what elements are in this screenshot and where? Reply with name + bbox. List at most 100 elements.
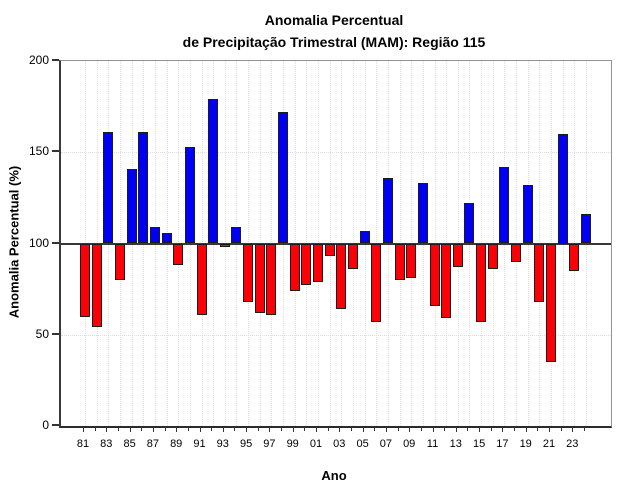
x-tick-label-1999: 99 [286, 438, 299, 450]
x-tick-2022 [560, 427, 562, 431]
x-tick-2005 [362, 427, 364, 432]
y-tick-label-0: 0 [42, 418, 49, 432]
bar-2006 [371, 243, 382, 322]
bar-2024 [580, 214, 591, 244]
y-tick-label-50: 50 [35, 326, 49, 341]
y-tick-label-200: 200 [28, 53, 49, 67]
x-tick-1994 [234, 427, 236, 431]
x-tick-label-2003: 03 [333, 438, 346, 450]
bar-1988 [161, 232, 172, 244]
x-tick-label-2017: 17 [496, 438, 509, 450]
bar-2000 [301, 243, 312, 286]
x-tick-label-1983: 83 [100, 438, 113, 450]
bar-2008 [394, 243, 405, 280]
bar-1994 [231, 227, 242, 244]
bar-1990 [184, 146, 195, 244]
bar-1992 [208, 99, 219, 244]
bar-2016 [487, 243, 498, 270]
bar-2012 [441, 243, 452, 319]
x-tick-2007 [385, 427, 387, 432]
baseline-100-line [61, 242, 611, 245]
chart-title-line2: de Precipitação Trimestral (MAM): Região… [182, 34, 486, 50]
bar-2014 [464, 203, 475, 244]
gridline-horizontal-50 [61, 334, 611, 336]
x-tick-label-2001: 01 [309, 438, 323, 450]
bar-1983 [103, 132, 114, 244]
bar-2017 [499, 166, 510, 244]
bar-2011 [429, 243, 440, 306]
x-tick-2018 [514, 427, 516, 431]
x-tick-2019 [525, 427, 527, 432]
x-tick-2011 [432, 427, 434, 432]
x-tick-1995 [246, 427, 248, 432]
y-tick-200 [52, 59, 59, 61]
x-tick-label-1987: 87 [146, 438, 160, 450]
bar-2019 [522, 185, 533, 244]
x-tick-label-2005: 05 [356, 438, 369, 450]
bar-2022 [557, 134, 568, 244]
x-tick-2021 [549, 427, 550, 432]
x-tick-label-2009: 09 [403, 438, 416, 450]
bar-2020 [534, 243, 545, 302]
x-tick-label-1995: 95 [239, 438, 253, 450]
x-tick-2008 [397, 427, 399, 431]
x-tick-label-2015: 15 [472, 438, 486, 450]
bar-1986 [138, 132, 149, 244]
bar-2003 [336, 243, 347, 310]
bar-2009 [406, 243, 417, 279]
x-tick-1997 [269, 427, 271, 432]
x-tick-label-1985: 85 [123, 438, 136, 450]
plot-area [59, 60, 612, 428]
x-tick-2023 [572, 427, 574, 432]
bar-1999 [289, 243, 300, 291]
bar-2004 [347, 243, 358, 270]
x-tick-1988 [164, 427, 166, 431]
x-tick-2006 [374, 427, 376, 431]
x-tick-1986 [141, 427, 143, 431]
x-tick-2017 [502, 427, 504, 432]
bar-2013 [452, 243, 463, 268]
x-tick-1981 [83, 427, 84, 432]
x-tick-1987 [152, 427, 154, 432]
x-tick-1993 [222, 427, 224, 432]
bar-1993 [219, 243, 230, 248]
x-tick-label-1981: 81 [76, 438, 90, 450]
y-tick-label-150: 150 [28, 144, 49, 159]
x-tick-2012 [444, 427, 446, 431]
x-tick-label-2013: 13 [449, 438, 462, 450]
x-tick-1992 [211, 427, 213, 431]
bar-1989 [173, 243, 184, 266]
x-tick-label-2007: 07 [379, 438, 393, 450]
x-tick-2000 [304, 427, 306, 431]
x-tick-label-1993: 93 [216, 438, 229, 450]
x-tick-2013 [455, 427, 457, 432]
bar-1991 [196, 243, 207, 315]
x-tick-label-2011: 11 [426, 438, 439, 450]
x-tick-2010 [420, 427, 422, 431]
bar-1997 [266, 243, 277, 315]
x-tick-1996 [257, 427, 259, 431]
y-tick-label-100: 100 [28, 235, 49, 250]
x-tick-2020 [537, 427, 539, 431]
y-tick-50 [52, 332, 59, 335]
x-tick-label-2021: 21 [542, 438, 556, 450]
x-tick-label-1997: 97 [263, 438, 276, 450]
x-tick-label-2019: 19 [519, 438, 532, 450]
x-tick-label-1991: 91 [193, 438, 206, 450]
x-tick-1989 [176, 427, 178, 432]
bar-2023 [569, 243, 580, 271]
x-axis-title: Ano [321, 468, 347, 483]
x-tick-1983 [106, 427, 108, 432]
x-tick-2024 [583, 427, 585, 431]
x-tick-1999 [292, 427, 294, 432]
bar-1996 [254, 243, 265, 313]
x-tick-2015 [479, 427, 481, 432]
x-tick-2014 [467, 427, 469, 431]
bar-1982 [91, 243, 102, 328]
x-tick-label-1989: 89 [170, 438, 183, 450]
gridline-horizontal-150 [61, 152, 611, 154]
x-tick-1982 [94, 427, 96, 431]
chart-title: Anomalia Percentual de Precipitação Trim… [183, 9, 486, 53]
x-tick-1998 [281, 427, 283, 431]
